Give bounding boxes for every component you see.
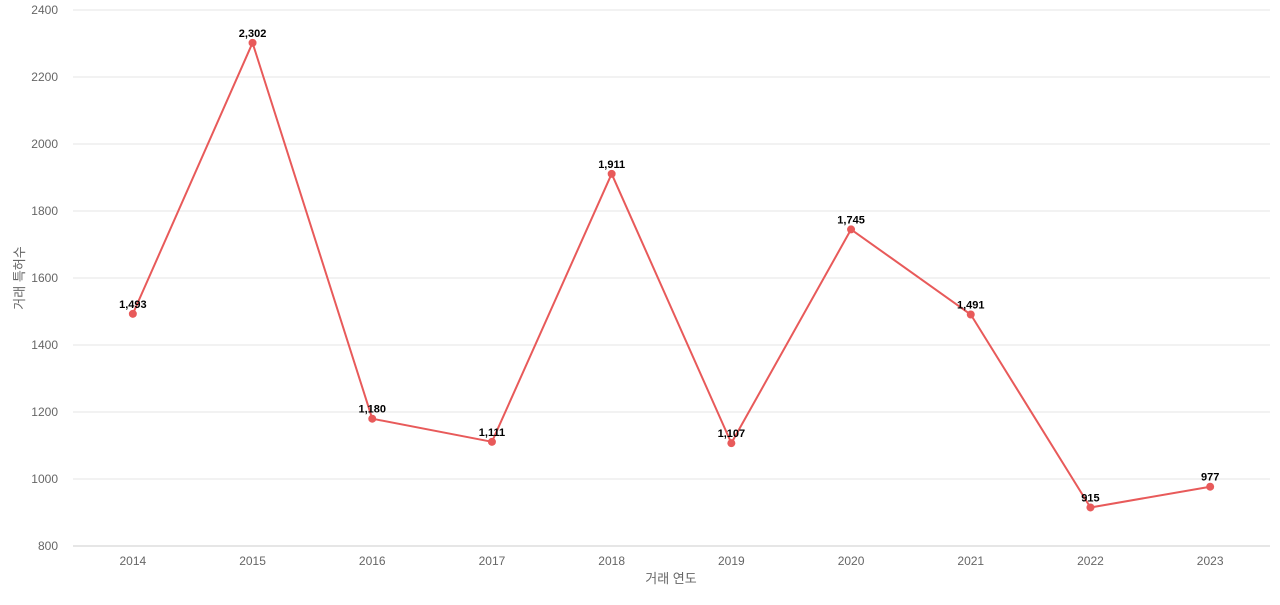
y-tick-label: 1400 [31, 338, 58, 352]
y-tick-label: 2000 [31, 137, 58, 151]
data-label: 1,911 [598, 159, 625, 171]
data-label: 1,491 [957, 300, 985, 312]
x-tick-label: 2016 [359, 554, 386, 568]
data-point[interactable] [368, 414, 377, 423]
x-tick-label: 2017 [479, 554, 506, 568]
data-label: 1,180 [358, 404, 386, 416]
data-point[interactable] [847, 225, 856, 234]
x-tick-label: 2020 [838, 554, 865, 568]
y-tick-label: 2400 [31, 3, 58, 17]
data-label: 1,111 [479, 427, 505, 439]
x-tick-label: 2018 [598, 554, 625, 568]
y-tick-label: 1200 [31, 405, 58, 419]
data-point[interactable] [966, 310, 975, 319]
data-label: 1,107 [718, 428, 746, 440]
data-label: 915 [1081, 492, 1099, 504]
x-tick-label: 2023 [1197, 554, 1224, 568]
y-tick-label: 1000 [31, 472, 58, 486]
y-tick-label: 1800 [31, 204, 58, 218]
x-axis-label: 거래 연도 [645, 571, 696, 586]
data-point[interactable] [1206, 482, 1215, 491]
data-point[interactable] [607, 169, 616, 178]
x-tick-label: 2019 [718, 554, 745, 568]
data-label: 1,745 [837, 214, 865, 226]
data-labels: 1,493 2,302 1,180 1,111 1,911 1,107 1,745 1,491… [119, 28, 1219, 505]
data-point[interactable] [487, 437, 496, 446]
series-line [131, 41, 1211, 509]
data-point[interactable] [727, 439, 736, 448]
x-axis-ticks: 2014 2015 2016 2017 2018 2019 2020 2021 2022 2023 [119, 554, 1223, 568]
data-label: 2,302 [239, 28, 267, 40]
gridlines [73, 9, 1270, 547]
y-axis-label: 거래 특허수 [12, 246, 27, 309]
data-point[interactable] [248, 38, 257, 47]
data-point[interactable] [128, 309, 137, 318]
data-label: 977 [1201, 472, 1219, 484]
series-layer [128, 38, 1215, 512]
x-tick-label: 2021 [957, 554, 984, 568]
x-tick-label: 2022 [1077, 554, 1104, 568]
y-tick-label: 1600 [31, 271, 58, 285]
y-tick-label: 2200 [31, 70, 58, 84]
x-tick-label: 2014 [119, 554, 146, 568]
y-axis-ticks: 800 1000 1200 1400 1600 1800 2000 2200 2400 [31, 3, 58, 553]
y-tick-label: 800 [38, 539, 58, 553]
data-label: 1,493 [119, 299, 147, 311]
x-tick-label: 2015 [239, 554, 266, 568]
data-point[interactable] [1086, 503, 1095, 512]
